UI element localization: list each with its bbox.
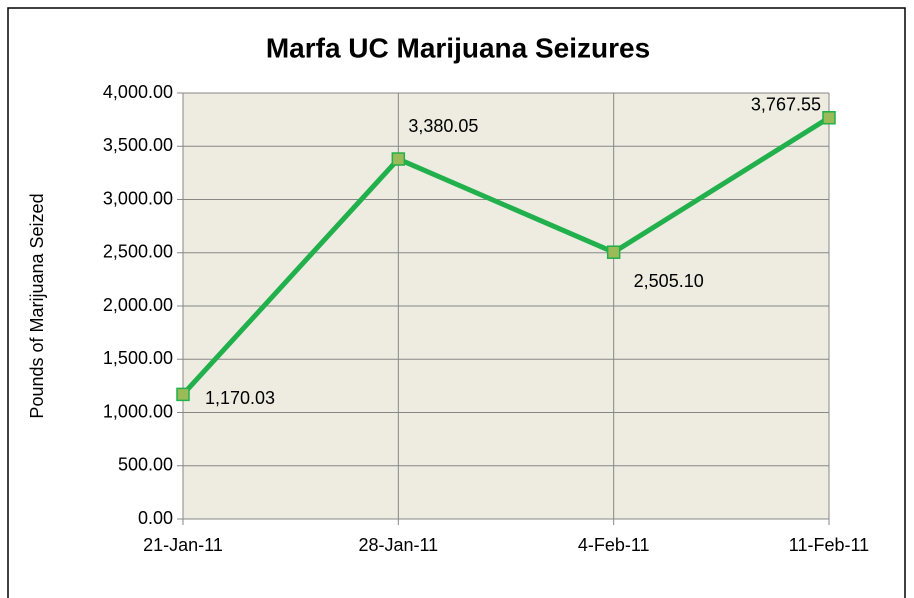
marker — [606, 245, 621, 259]
x-tick-label: 28-Jan-11 — [358, 535, 438, 555]
data-label: 2,505.10 — [634, 271, 704, 291]
y-tick-label: 3,500.00 — [103, 135, 173, 155]
y-tick-label: 2,000.00 — [103, 295, 173, 315]
marker — [176, 387, 190, 402]
data-label: 3,767.55 — [751, 95, 821, 115]
series-line — [181, 115, 831, 397]
y-tick-label: 500.00 — [118, 455, 173, 475]
chart-title: Marfa UC Marijuana Seizures — [266, 32, 650, 63]
y-tick-label: 0.00 — [138, 508, 173, 528]
marker — [822, 111, 836, 125]
y-axis-label: Pounds of Marijuana Seized — [27, 193, 47, 418]
x-tick-label: 11-Feb-11 — [789, 535, 869, 555]
y-tick-label: 3,000.00 — [103, 188, 173, 208]
y-tick-label: 4,000.00 — [103, 82, 173, 102]
marker — [391, 152, 406, 166]
x-tick-label: 21-Jan-11 — [143, 535, 223, 555]
y-tick-label: 1,000.00 — [103, 401, 173, 421]
data-label: 1,170.03 — [205, 388, 275, 408]
data-label: 3,380.05 — [408, 116, 478, 136]
y-tick-label: 1,500.00 — [103, 348, 173, 368]
x-tick-label: 4-Feb-11 — [578, 535, 650, 555]
y-tick-label: 2,500.00 — [103, 242, 173, 262]
